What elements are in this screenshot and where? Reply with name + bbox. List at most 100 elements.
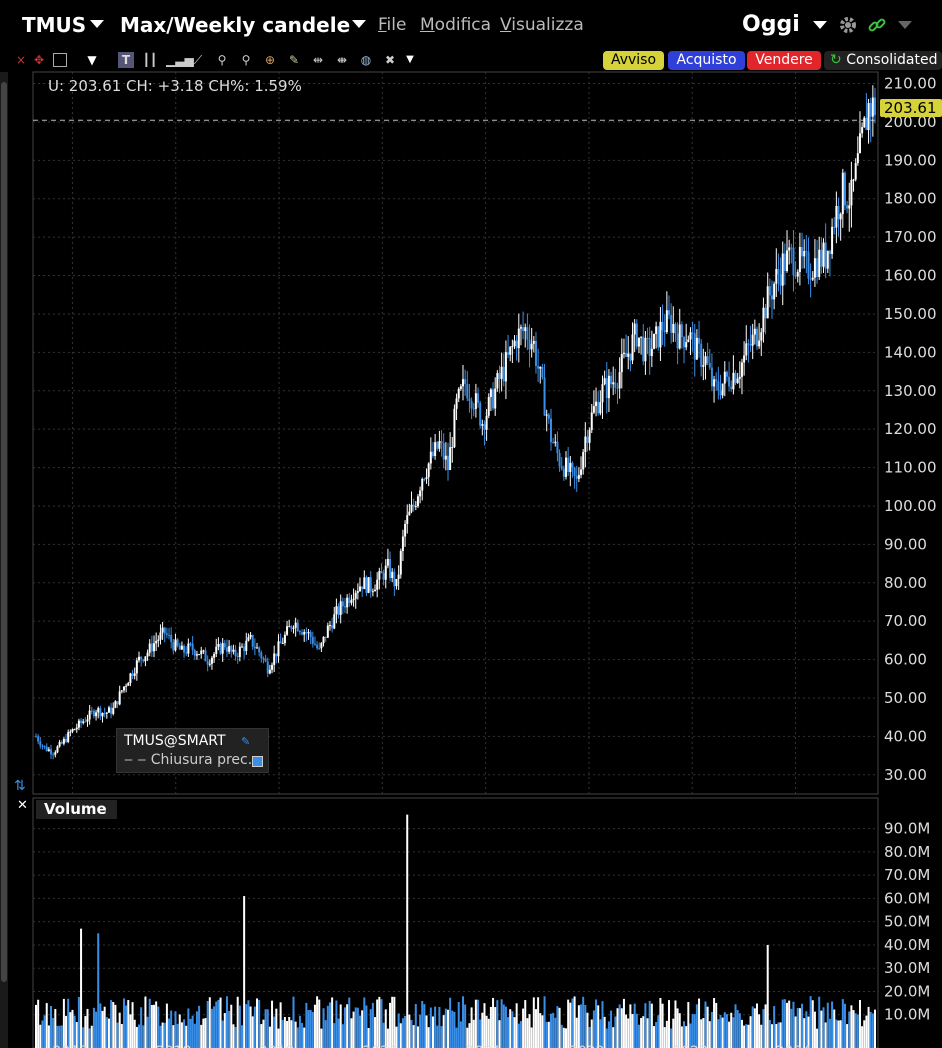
volume-bar: [850, 1005, 853, 1048]
menu-view[interactable]: Visualizza: [500, 15, 584, 35]
more-icon[interactable]: ▼: [406, 54, 414, 65]
candle-body: [195, 654, 198, 656]
chart-type-dropdown-icon[interactable]: [352, 20, 366, 28]
brush-icon[interactable]: ✎: [288, 53, 300, 67]
volume-bar: [90, 1025, 93, 1048]
period-dropdown-icon[interactable]: [813, 21, 827, 29]
time-tick-label: 2024: [776, 1044, 812, 1048]
volume-bar: [305, 1002, 308, 1048]
bar-tool-icon[interactable]: ┃┃: [142, 53, 158, 67]
volume-bar: [318, 999, 321, 1048]
split-icon[interactable]: ⇹: [312, 53, 324, 67]
volume-bar: [481, 1012, 484, 1048]
candle-body: [82, 721, 85, 723]
volume-bar: [391, 996, 394, 1048]
candle-body: [580, 469, 583, 475]
scrollbar-thumb[interactable]: [1, 82, 7, 982]
volume-bar: [635, 1013, 638, 1048]
zoom-out-icon[interactable]: ⚲: [241, 53, 251, 67]
candle-body: [867, 103, 870, 131]
volume-bar: [378, 996, 381, 1048]
candle-body: [794, 275, 797, 277]
volume-bar: [504, 1006, 507, 1048]
candle-body: [496, 373, 499, 389]
volume-bar: [573, 996, 576, 1048]
candle-body: [524, 327, 527, 332]
draw-tool-icon[interactable]: ⟋: [193, 53, 203, 67]
symbol-dropdown-icon[interactable]: [90, 20, 104, 28]
candle-body: [404, 523, 407, 537]
candle-body: [708, 363, 711, 368]
volume-bar: [661, 1003, 664, 1048]
volume-bar: [348, 997, 351, 1048]
volume-bar: [826, 1002, 829, 1048]
globe-icon[interactable]: ◍: [360, 53, 372, 67]
candle-body: [751, 334, 754, 346]
dropdown-icon[interactable]: ▼: [87, 53, 97, 67]
candle-body: [202, 650, 205, 652]
price-tick-label: 100.00: [884, 497, 937, 515]
legend-instrument: TMUS@SMART: [124, 733, 226, 749]
zoom-box-icon[interactable]: [53, 53, 67, 67]
wrench-icon[interactable]: ✖: [384, 53, 396, 67]
price-tick-label: 90.00: [884, 535, 927, 553]
left-scrollbar[interactable]: [0, 72, 8, 1048]
volume-bar: [230, 1004, 233, 1048]
volume-bar: [386, 1028, 389, 1048]
menu-edit[interactable]: Modifica: [420, 15, 492, 35]
legend-edit-icon[interactable]: ✎: [241, 735, 251, 748]
menu-file[interactable]: File: [378, 15, 407, 35]
candle-body: [170, 634, 173, 643]
volume-bar: [874, 1009, 876, 1048]
buy-button[interactable]: Acquisto: [668, 51, 745, 70]
volume-bar: [771, 1024, 774, 1048]
candle-body: [618, 372, 621, 389]
period-selector[interactable]: Oggi: [742, 12, 800, 37]
text-tool-icon[interactable]: T: [118, 52, 134, 68]
candle-body: [837, 205, 840, 220]
target-icon[interactable]: ⊕: [264, 53, 276, 67]
volume-bar: [273, 1016, 276, 1048]
candle-body: [863, 117, 866, 128]
crosshair-icon[interactable]: ✥: [33, 53, 45, 67]
candle-body: [607, 375, 610, 399]
volume-bar: [685, 1026, 688, 1048]
volume-bar: [822, 1007, 825, 1048]
candle-body: [313, 643, 316, 645]
candle-body: [71, 729, 74, 732]
candle-body: [298, 631, 301, 633]
candle-body: [292, 627, 295, 629]
close-icon[interactable]: ×: [15, 53, 27, 67]
sell-button[interactable]: Vendere: [747, 51, 821, 70]
symbol-label[interactable]: TMUS: [22, 13, 87, 37]
candle-body: [749, 343, 752, 346]
candle-body: [511, 346, 514, 348]
volume-bar: [676, 1008, 679, 1048]
legend-checkbox[interactable]: [252, 756, 263, 767]
volume-bar: [464, 1004, 467, 1048]
price-tick-label: 50.00: [884, 689, 927, 707]
expand-icon[interactable]: ⇅: [14, 778, 26, 794]
volume-bar: [837, 1020, 840, 1048]
chart-type-label[interactable]: Max/Weekly candele: [120, 13, 351, 37]
candle-body: [582, 452, 585, 470]
alert-button[interactable]: Avviso: [603, 51, 664, 70]
volume-bar: [105, 1017, 108, 1048]
price-readout: U: 203.61 CH: +3.18 CH%: 1.59%: [48, 77, 302, 95]
link-icon[interactable]: [866, 15, 888, 37]
merge-icon[interactable]: ⇼: [336, 53, 348, 67]
window-menu-icon[interactable]: [898, 21, 912, 29]
candle-body: [333, 614, 336, 629]
volume-bar: [500, 999, 503, 1048]
gear-icon[interactable]: [838, 15, 858, 35]
zoom-in-icon[interactable]: ⚲: [217, 53, 227, 67]
candle-body: [449, 447, 452, 471]
consolidated-button[interactable]: ↻ Consolidated: [824, 51, 942, 70]
candle-body: [99, 708, 102, 717]
volume-bar: [668, 1000, 671, 1048]
volume-bar: [133, 1019, 136, 1048]
volume-bar: [159, 1025, 162, 1048]
close-volume-icon[interactable]: ✕: [17, 798, 28, 813]
volume-bar: [792, 1001, 795, 1048]
